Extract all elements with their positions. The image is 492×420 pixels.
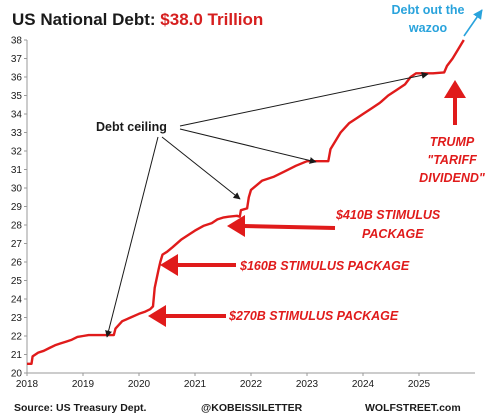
annotation-410-package: PACKAGE — [362, 227, 424, 241]
x-tick-label: 2022 — [240, 379, 263, 390]
x-tick-label: 2023 — [296, 379, 319, 390]
y-tick-label: 37 — [11, 54, 23, 65]
debt-ceiling-arrow-2025 — [179, 71, 429, 127]
y-tick-label: 27 — [11, 239, 23, 250]
x-tick-label: 2018 — [16, 379, 39, 390]
y-tick-label: 23 — [11, 313, 23, 324]
y-tick-label: 35 — [11, 91, 23, 102]
y-tick-label: 24 — [11, 295, 23, 306]
annotation-trump: TRUMP — [430, 135, 475, 149]
x-tick-label: 2025 — [408, 379, 431, 390]
y-tick-label: 38 — [11, 36, 23, 47]
x-tick-label: 2021 — [184, 379, 207, 390]
handle-credit: @KOBEISSILETTER — [201, 402, 303, 414]
stimulus-arrow-270 — [148, 305, 226, 327]
trump-arrow — [444, 80, 466, 125]
y-tick-label: 20 — [11, 369, 23, 380]
x-tick-label: 2019 — [72, 379, 95, 390]
y-tick-label: 33 — [11, 128, 23, 139]
annotation-debt-ceiling: Debt ceiling — [96, 120, 167, 134]
y-tick-label: 36 — [11, 73, 23, 84]
chart-title: US National Debt: $38.0 Trillion — [12, 10, 263, 30]
annotation-wazoo-line1: Debt out the — [392, 3, 465, 17]
y-tick-label: 32 — [11, 147, 23, 158]
source-note: Source: US Treasury Dept. — [14, 402, 147, 414]
annotation-tariff: "TARIFF — [427, 153, 477, 167]
y-tick-label: 31 — [11, 165, 23, 176]
debt-ceiling-arrow-2021 — [161, 136, 241, 200]
stimulus-arrow-160 — [160, 254, 236, 276]
y-tick-label: 30 — [11, 184, 23, 195]
y-tick-label: 29 — [11, 202, 23, 213]
annotation-160-stimulus: $160B STIMULUS PACKAGE — [239, 259, 410, 273]
debt-ceiling-arrow-2019 — [105, 136, 159, 338]
y-tick-label: 34 — [11, 110, 23, 121]
y-tick-label: 25 — [11, 276, 23, 287]
chart-title-prefix: US National Debt: — [12, 10, 161, 29]
y-tick-label: 21 — [11, 350, 23, 361]
y-tick-label: 28 — [11, 221, 23, 232]
site-credit: WOLFSTREET.com — [365, 402, 461, 414]
y-tick-label: 26 — [11, 258, 23, 269]
series-line-us-debt — [27, 39, 465, 365]
x-tick-label: 2024 — [352, 379, 375, 390]
annotation-270-stimulus: $270B STIMULUS PACKAGE — [228, 309, 399, 323]
stimulus-arrow-410 — [227, 215, 336, 237]
annotation-wazoo-line2: wazoo — [408, 21, 448, 35]
annotation-410-stimulus: $410B STIMULUS — [335, 208, 441, 222]
annotation-dividend: DIVIDEND" — [419, 171, 486, 185]
y-tick-label: 22 — [11, 332, 23, 343]
x-tick-label: 2020 — [128, 379, 151, 390]
wazoo-arrow — [463, 9, 483, 37]
debt-ceiling-arrow-2023 — [179, 128, 317, 164]
chart-title-value: $38.0 Trillion — [160, 10, 264, 29]
